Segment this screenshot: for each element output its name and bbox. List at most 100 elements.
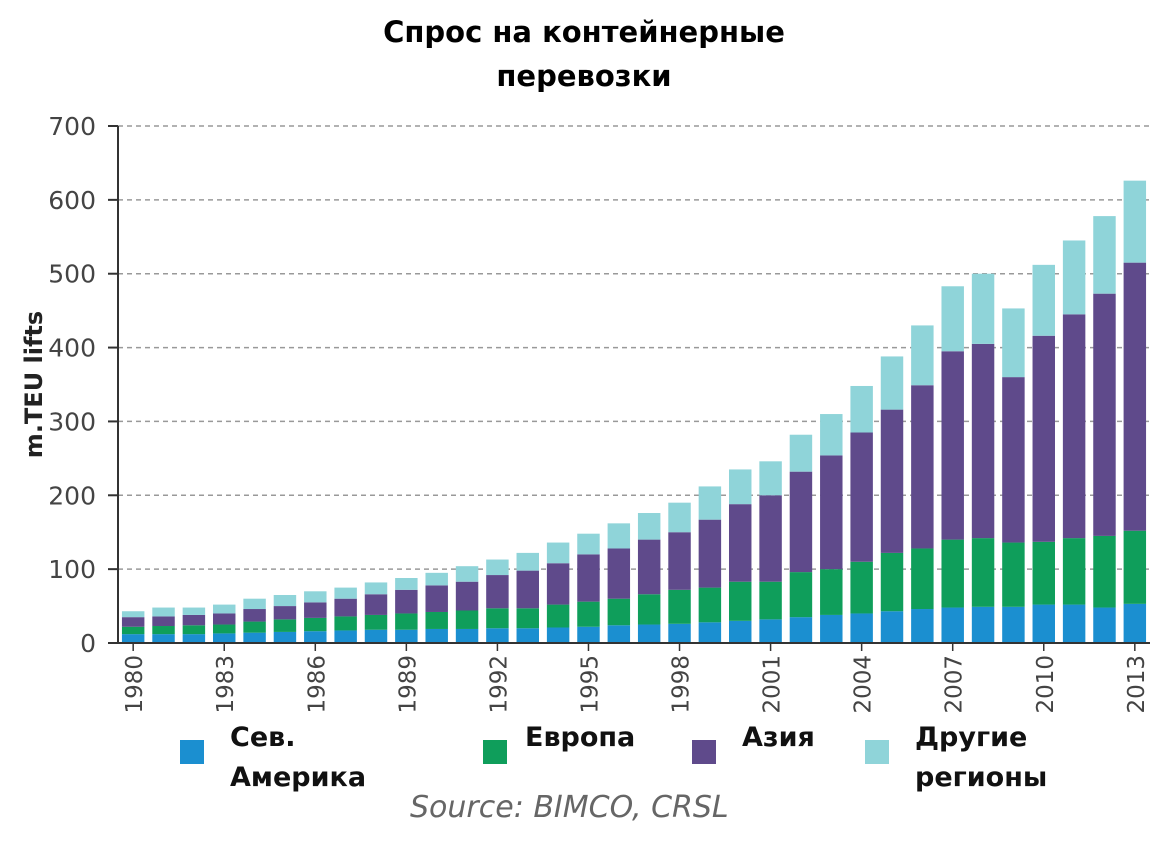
bar-segment [577,533,600,555]
bar-segment [911,325,934,386]
bar-segment [880,356,904,410]
bar-segment [971,606,995,643]
bar-segment [789,434,813,472]
bar-segment [637,539,661,595]
bar-segment [304,617,327,632]
bar-segment [1123,530,1147,604]
bar-segment [668,502,691,533]
x-tick-label: 1998 [669,655,695,714]
bar-segment [577,626,600,643]
bar-segment [729,504,752,582]
bar-segment [668,532,691,590]
bar-segment [516,628,539,643]
bar-segment [1062,604,1086,643]
bar-segment [1093,607,1116,643]
bar-segment [516,552,539,571]
bar-segment [698,486,722,520]
bar-segment [759,619,782,643]
bar-segment [182,625,206,635]
bar-segment [334,616,357,631]
bar-segment [455,610,479,629]
x-tick-label: 2001 [760,655,786,714]
bar-segment [546,542,570,564]
bar-segment [273,619,297,632]
legend-label: Европа [525,722,636,753]
bar-segment [243,632,266,643]
x-tick-label: 2004 [851,655,877,714]
bar-segment [425,611,448,629]
bar-segment [759,581,782,620]
y-tick-label: 200 [48,481,96,510]
bar-segment [486,628,509,643]
x-tick-label: 1983 [213,655,239,714]
bar-segment [941,286,964,352]
x-tick-label: 1989 [395,655,421,714]
bar-segment [1062,240,1086,315]
y-tick-label: 700 [48,112,96,141]
bar-segment [1093,535,1116,608]
bar-segment [364,629,388,643]
bar-segment [395,578,418,590]
bar-segment [121,634,145,643]
y-axis-label: m.TEU lifts [20,311,48,458]
bar-segment [637,513,661,540]
x-tick-label: 2010 [1033,655,1059,714]
bar-segment [1123,603,1147,643]
bar-segment [152,607,175,617]
legend-label: Сев. Америка [230,722,367,793]
bar-segment [243,621,266,633]
bar-segment [820,569,843,615]
bar-segment [1062,538,1086,605]
bar-segment [425,628,448,643]
bar-segment [425,585,448,612]
bar-segment [1062,314,1086,539]
bar-segment [304,602,327,618]
y-tick-label: 400 [48,334,96,363]
bar-segment [182,607,206,615]
bar-segment [789,471,813,573]
bar-segment [637,594,661,625]
bar-segment [455,581,479,611]
bar-segment [729,581,752,621]
bar-segment [1032,264,1055,336]
bar-segment [607,598,631,626]
bar-segment [820,414,843,456]
bar-segment [1002,308,1025,378]
legend-swatch [483,740,507,764]
bar-segment [152,626,175,635]
x-tick-label: 2013 [1124,655,1150,714]
bar-segment [455,628,479,643]
y-tick-label: 100 [48,555,96,584]
bar-segment [546,604,570,628]
bar-segment [880,552,904,612]
bar-segment [182,634,206,643]
bar-segment [1002,542,1025,607]
bar-segment [607,548,631,599]
bar-segment [911,548,934,610]
bar-segment [668,589,691,624]
bar-segment [364,594,388,615]
bar-segment [546,627,570,643]
bar-segment [364,614,388,630]
bar-segment [334,598,357,617]
bar-segment [273,631,297,643]
bar-segment [577,554,600,602]
bar-segment [941,351,964,540]
bar-segment [395,629,418,643]
bar-segment [1032,541,1055,605]
bar-segment [273,594,297,607]
bar-segment [698,587,722,623]
bar-segment [182,614,206,626]
bar-segment [607,523,631,549]
legend-swatch [865,740,889,764]
bar-segment [971,273,995,344]
bar-segment [637,624,661,643]
x-tick-label: 2007 [942,655,968,714]
bar-segment [334,630,357,643]
bar-segment [395,589,418,614]
bar-segment [577,601,600,627]
x-tick-label: 1986 [304,655,330,714]
bar-segment [546,563,570,605]
bar-segment [516,570,539,609]
